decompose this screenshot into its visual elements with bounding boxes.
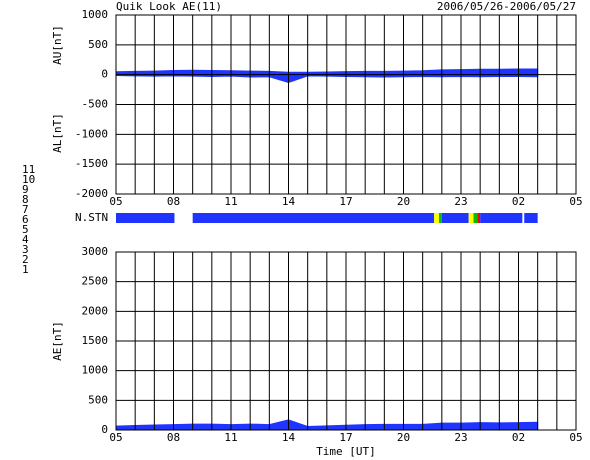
x-tick-label: 20 — [397, 195, 410, 208]
y-tick-label: 0 — [101, 423, 108, 436]
y-tick-label: 1000 — [82, 364, 109, 377]
station-segment — [524, 213, 538, 223]
station-segment — [441, 213, 469, 223]
station-segment — [116, 213, 175, 223]
legend-label: 9 — [22, 183, 29, 196]
station-segment — [477, 213, 481, 223]
x-tick-label: 23 — [454, 195, 467, 208]
y-tick-label: 2000 — [82, 304, 109, 317]
y-tick-label: -1500 — [75, 157, 108, 170]
y-tick-label: 2500 — [82, 275, 109, 288]
plot-border — [115, 251, 577, 431]
legend-label: 10 — [22, 173, 35, 186]
strip-label: N.STN — [75, 211, 108, 224]
x-tick-label: 05 — [569, 195, 582, 208]
area — [115, 68, 539, 76]
area — [115, 74, 539, 83]
y-tick-label: 500 — [88, 393, 108, 406]
legend-label: 11 — [22, 163, 35, 176]
y-tick-label: -2000 — [75, 187, 108, 200]
y-tick-label: 1500 — [82, 334, 109, 347]
plot-border — [115, 14, 577, 195]
x-tick-label: 11 — [224, 431, 237, 444]
x-tick-label: 05 — [569, 431, 582, 444]
y-tick-label: 500 — [88, 38, 108, 51]
x-tick-label: 08 — [167, 431, 180, 444]
x-tick-label: 05 — [109, 195, 122, 208]
legend-label: 4 — [22, 233, 29, 246]
y-tick-label: 0 — [101, 68, 108, 81]
x-tick-label: 05 — [109, 431, 122, 444]
x-tick-label: 02 — [512, 195, 525, 208]
station-segment — [438, 213, 442, 223]
y-axis-label: AU[nT] — [51, 25, 64, 65]
y-tick-label: -1000 — [75, 127, 108, 140]
x-tick-label: 17 — [339, 431, 352, 444]
x-tick-label: 02 — [512, 431, 525, 444]
y-tick-label: 3000 — [82, 245, 109, 258]
x-tick-label: 14 — [282, 431, 296, 444]
legend-label: 3 — [22, 243, 29, 256]
y-axis-label: AL[nT] — [51, 113, 64, 153]
x-tick-label: 23 — [454, 431, 467, 444]
station-segment — [480, 213, 523, 223]
legend-label: 5 — [22, 223, 29, 236]
x-tick-label: 11 — [224, 195, 237, 208]
station-segment — [468, 213, 474, 223]
legend-label: 7 — [22, 203, 29, 216]
station-segment — [434, 213, 439, 223]
x-tick-label: 14 — [282, 195, 296, 208]
legend-label: 2 — [22, 253, 29, 266]
station-segment — [473, 213, 478, 223]
area — [115, 419, 539, 431]
x-tick-label: 08 — [167, 195, 180, 208]
station-segment — [192, 213, 435, 223]
x-tick-label: 20 — [397, 431, 410, 444]
x-axis-label: Time [UT] — [316, 445, 376, 458]
chart-title: Quik Look AE(11) — [116, 0, 222, 13]
y-tick-label: 1000 — [82, 8, 109, 21]
legend-label: 1 — [22, 263, 29, 276]
y-tick-label: -500 — [82, 98, 109, 111]
x-tick-label: 17 — [339, 195, 352, 208]
y-axis-label: AE[nT] — [51, 321, 64, 361]
chart-subtitle: 2006/05/26-2006/05/27 — [437, 0, 576, 13]
legend-label: 8 — [22, 193, 29, 206]
legend-label: 6 — [22, 213, 29, 226]
